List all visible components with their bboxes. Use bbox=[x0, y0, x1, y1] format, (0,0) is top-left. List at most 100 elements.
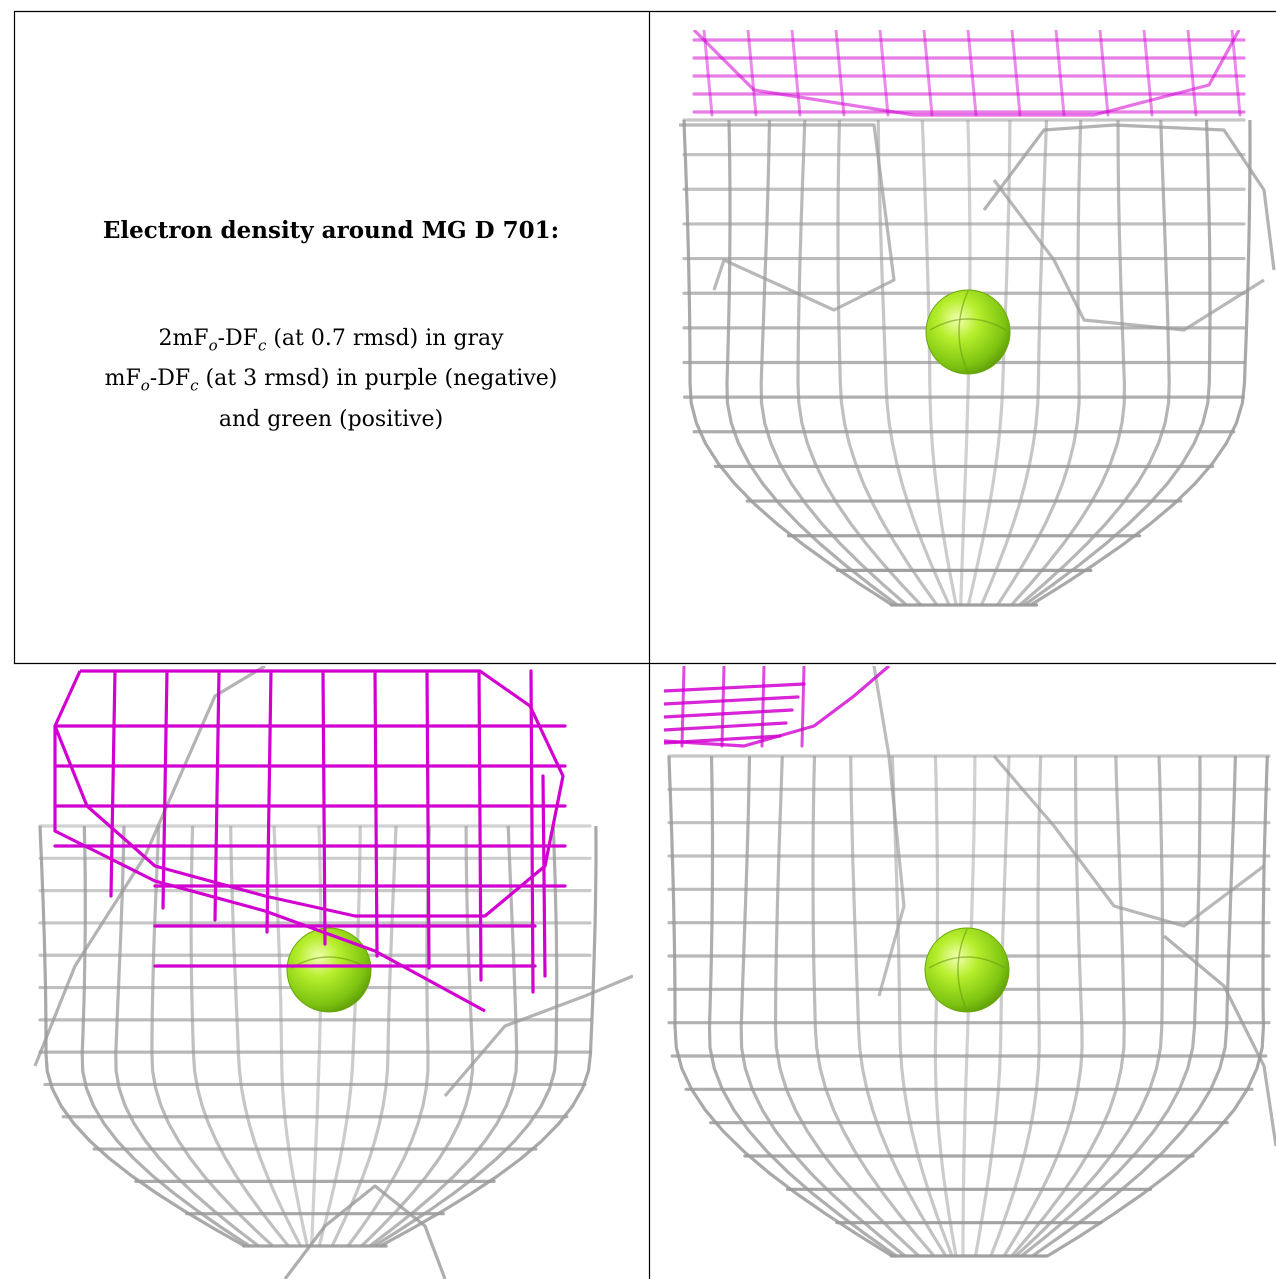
mesh-line bbox=[541, 774, 547, 978]
mesh-line bbox=[664, 721, 788, 732]
view-bottom-right bbox=[664, 666, 1276, 1258]
mesh-line bbox=[1098, 30, 1110, 117]
mesh-line bbox=[746, 30, 758, 117]
view-top-right bbox=[679, 30, 1276, 607]
density-mesh-negative bbox=[664, 666, 891, 748]
mesh-line bbox=[664, 682, 806, 693]
mesh-line bbox=[425, 669, 431, 970]
mesh-line bbox=[682, 119, 894, 607]
mesh-line bbox=[720, 666, 726, 748]
mesh-line bbox=[664, 708, 794, 719]
mesh-line bbox=[725, 119, 899, 607]
mesh-line bbox=[664, 695, 800, 706]
mesh-line bbox=[739, 755, 906, 1258]
mesh-line bbox=[760, 666, 766, 748]
mesh-line bbox=[310, 825, 323, 1247]
mesh-line bbox=[283, 1184, 447, 1279]
mesh-line bbox=[53, 726, 486, 1013]
mesh-line bbox=[759, 119, 908, 607]
mesh-line bbox=[933, 755, 958, 1257]
mesh-line bbox=[1186, 30, 1198, 117]
mesh-line bbox=[890, 755, 954, 1257]
mesh-line bbox=[109, 669, 117, 898]
mesh-line bbox=[692, 30, 1241, 117]
mesh-line bbox=[1054, 30, 1066, 117]
mesh-line bbox=[443, 974, 633, 1098]
mesh-line bbox=[796, 119, 923, 607]
caption-title: Electron density around MG D 701: bbox=[102, 217, 560, 244]
mesh-line bbox=[1031, 755, 1237, 1258]
mesh-line bbox=[373, 669, 379, 958]
mesh-line bbox=[989, 755, 1043, 1257]
mesh-line bbox=[213, 669, 221, 922]
mesh-line bbox=[849, 755, 948, 1257]
caption-line-2fofc: 2mFo-DFc (at 0.7 rmsd) in gray bbox=[158, 326, 504, 355]
mesh-line bbox=[189, 825, 290, 1248]
mesh-line bbox=[80, 825, 251, 1248]
mg-atom-sphere-icon bbox=[924, 927, 1010, 1013]
mesh-line bbox=[996, 119, 1083, 606]
mesh-line bbox=[1002, 755, 1084, 1257]
mesh-line bbox=[707, 755, 898, 1258]
mesh-line bbox=[876, 119, 951, 606]
mesh-line bbox=[272, 825, 309, 1247]
mesh-line bbox=[379, 825, 598, 1248]
density-mesh-2fofc bbox=[679, 118, 1276, 607]
mesh-line bbox=[982, 123, 1276, 271]
mesh-line bbox=[330, 825, 398, 1247]
mesh-line bbox=[920, 119, 958, 606]
mesh-line bbox=[1020, 755, 1202, 1258]
mesh-line bbox=[836, 119, 939, 606]
density-mesh-negative bbox=[53, 669, 567, 1013]
mesh-line bbox=[664, 666, 891, 748]
mesh-line bbox=[878, 30, 890, 117]
mesh-line bbox=[1162, 934, 1276, 1147]
mesh-line bbox=[980, 119, 1049, 606]
mesh-line bbox=[161, 669, 169, 910]
mesh-line bbox=[229, 825, 303, 1247]
mg-atom-sphere-icon bbox=[286, 927, 372, 1013]
caption-line-fofc: mFo-DFc (at 3 rmsd) in purple (negative) bbox=[104, 366, 558, 395]
mesh-line bbox=[800, 666, 806, 748]
mesh-line bbox=[973, 755, 1011, 1257]
mesh-line bbox=[1014, 755, 1165, 1258]
mesh-line bbox=[680, 666, 686, 748]
mesh-line bbox=[702, 30, 714, 117]
mesh-line bbox=[1010, 30, 1022, 117]
mesh-line bbox=[317, 825, 362, 1247]
mesh-line bbox=[966, 30, 978, 117]
mesh-line bbox=[1018, 119, 1171, 607]
caption-line-positive: and green (positive) bbox=[218, 406, 444, 432]
mesh-line bbox=[992, 754, 1265, 928]
mesh-line bbox=[790, 30, 802, 117]
mesh-line bbox=[1010, 755, 1126, 1258]
mesh-line bbox=[150, 825, 274, 1248]
caption-text: 2mFo-DFc (at 0.7 rmsd) in gray mFo-DFc (… bbox=[14, 322, 648, 437]
mesh-line bbox=[834, 30, 846, 117]
density-mesh-negative bbox=[692, 30, 1246, 117]
mesh-line bbox=[1230, 30, 1242, 117]
mesh-line bbox=[667, 755, 894, 1258]
mesh-line bbox=[265, 669, 273, 934]
mesh-line bbox=[811, 755, 936, 1258]
mesh-line bbox=[1010, 119, 1126, 607]
mesh-line bbox=[679, 123, 896, 312]
mesh-line bbox=[922, 30, 934, 117]
view-bottom-left bbox=[33, 666, 633, 1279]
mesh-line bbox=[373, 825, 559, 1248]
mesh-line bbox=[872, 666, 906, 997]
mesh-line bbox=[477, 669, 483, 982]
mesh-line bbox=[114, 825, 260, 1248]
mesh-line bbox=[992, 179, 1265, 332]
mesh-line bbox=[529, 669, 535, 994]
mg-atom-sphere-icon bbox=[925, 289, 1011, 375]
mesh-line bbox=[1046, 755, 1269, 1258]
mesh-line bbox=[773, 755, 920, 1258]
caption-cell: Electron density around MG D 701: 2mFo-D… bbox=[14, 12, 648, 662]
mesh-line bbox=[1029, 119, 1252, 607]
mesh-line bbox=[1023, 119, 1212, 607]
mesh-line bbox=[53, 669, 565, 918]
mesh-line bbox=[360, 825, 475, 1248]
